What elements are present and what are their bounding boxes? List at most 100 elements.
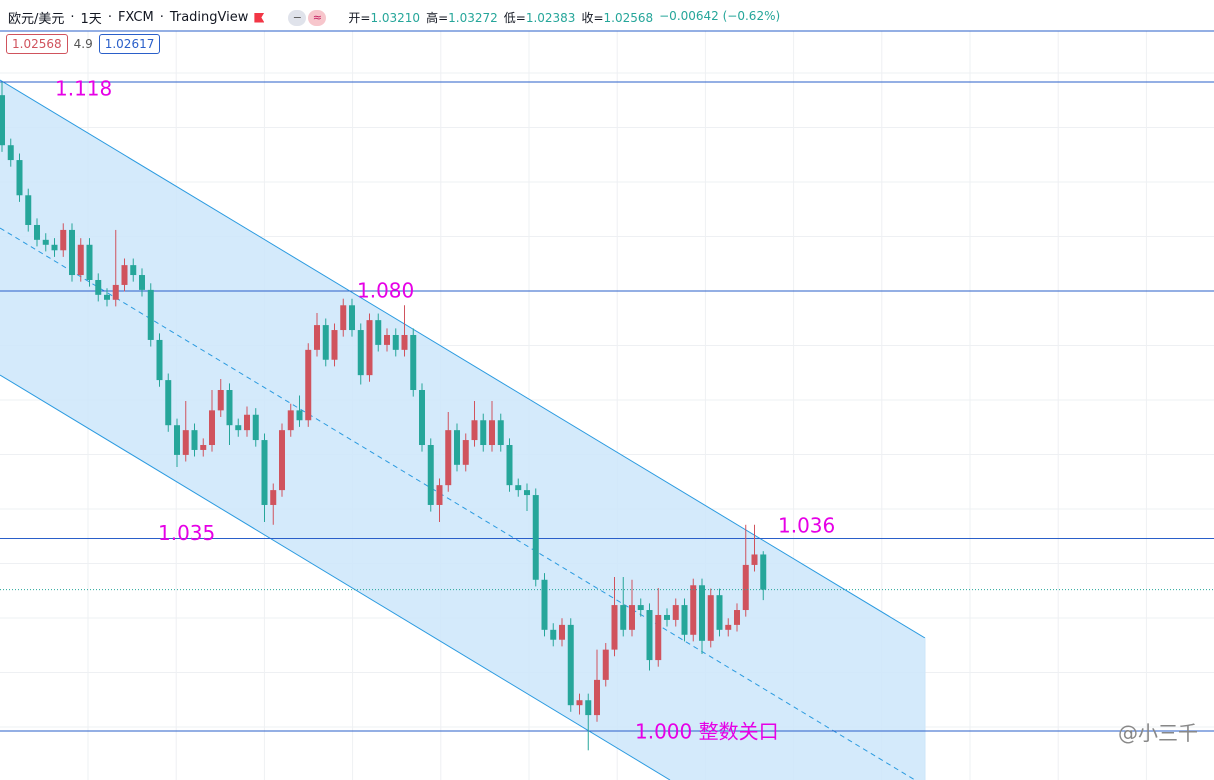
candle-body xyxy=(16,160,23,196)
ohlc-value: 1.02568 xyxy=(603,11,654,25)
candle-body xyxy=(69,229,75,276)
ohlc-key: 高= xyxy=(426,11,449,25)
candle-body xyxy=(751,554,758,565)
candle-body xyxy=(165,380,172,426)
candle-body xyxy=(226,390,233,426)
channel-fill xyxy=(0,80,925,780)
candle-body xyxy=(104,294,110,300)
candle-body xyxy=(532,495,539,580)
candle-body xyxy=(209,410,215,446)
ohlc: 开=1.03210 高=1.03272 低=1.02383 收=1.02568 … xyxy=(348,9,780,26)
annotation: 1.000 整数关口 xyxy=(635,720,779,744)
candle-body xyxy=(497,420,504,446)
candle-body xyxy=(594,679,600,716)
candle-body xyxy=(672,605,679,620)
channel-mid xyxy=(0,227,916,780)
candle-body xyxy=(191,430,198,450)
candle-body xyxy=(419,390,425,446)
candle-body xyxy=(410,334,417,390)
candle-body xyxy=(559,624,565,640)
ohlc-value: 1.03210 xyxy=(370,11,421,25)
candle-body xyxy=(60,229,67,251)
candle-body xyxy=(567,624,574,706)
candle-body xyxy=(611,605,618,650)
price-boxes: 1.02568 4.9 1.02617 xyxy=(6,34,161,54)
candle-body xyxy=(147,289,154,340)
candle-body xyxy=(524,490,530,496)
candle-body xyxy=(296,410,303,421)
candle-body xyxy=(322,325,329,360)
candle-body xyxy=(462,440,469,465)
interval: 1天 xyxy=(80,12,102,27)
candle-body xyxy=(392,334,399,350)
candle-body xyxy=(95,279,102,295)
candle-body xyxy=(655,614,662,661)
candle-body xyxy=(375,320,382,345)
candle-body xyxy=(86,244,93,280)
candle-body xyxy=(550,629,557,640)
buy-price[interactable]: 1.02617 xyxy=(98,34,161,54)
annotation: 1.036 xyxy=(778,514,835,538)
candle-body xyxy=(252,414,259,441)
candle-body xyxy=(112,284,119,300)
channel-lower xyxy=(0,374,671,780)
ohlc-value: 1.02383 xyxy=(525,11,576,25)
candle-body xyxy=(734,610,740,625)
candle-body xyxy=(541,579,548,630)
candle-body xyxy=(681,605,688,635)
candle-body xyxy=(305,349,312,421)
candle-body xyxy=(629,605,635,630)
candle-body xyxy=(51,244,58,251)
candle-body xyxy=(25,195,32,225)
candle-body xyxy=(480,420,487,446)
candle-body xyxy=(0,95,5,146)
candle-body xyxy=(664,614,670,620)
candle-body xyxy=(340,305,347,331)
candle-body xyxy=(7,145,14,161)
candle-body xyxy=(42,239,49,245)
candle-body xyxy=(270,490,277,505)
platform: TradingView xyxy=(169,10,249,25)
broker: FXCM xyxy=(117,10,154,25)
candle-body xyxy=(515,485,522,491)
candle-body xyxy=(690,585,697,635)
candle-body xyxy=(707,595,714,641)
candle-body xyxy=(576,700,583,706)
candle-body xyxy=(489,420,495,446)
candle-body xyxy=(620,605,627,630)
candle-body xyxy=(261,440,268,505)
candle-body xyxy=(77,244,84,276)
candle-body xyxy=(34,224,40,240)
candle-body xyxy=(130,265,137,276)
candle-body xyxy=(235,425,242,431)
candle-body xyxy=(200,445,207,450)
candle-body xyxy=(699,585,705,641)
candle-body xyxy=(139,275,145,290)
channel-upper xyxy=(0,79,926,639)
candle-body xyxy=(506,445,513,486)
annotation: 1.035 xyxy=(158,521,215,545)
flag-icon[interactable] xyxy=(254,12,265,23)
candle-body xyxy=(401,334,408,350)
candle-body xyxy=(174,425,180,455)
change: −0.00642 (−0.62%) xyxy=(659,9,781,23)
sell-price[interactable]: 1.02568 xyxy=(6,34,68,54)
candle-body xyxy=(384,334,390,345)
symbol: 欧元/美元 xyxy=(8,12,65,27)
candle-body xyxy=(725,624,732,630)
header: 欧元/美元 · 1天 · FXCM · TradingView − ≈ 开=1.0321… xyxy=(8,9,781,27)
candle-body xyxy=(349,305,355,331)
ohlc-key: 开= xyxy=(348,11,371,25)
ohlc-value: 1.03272 xyxy=(448,11,498,25)
candle-body xyxy=(287,410,294,431)
candle-body xyxy=(244,414,250,431)
candle-body xyxy=(121,265,128,285)
candle-body xyxy=(454,430,460,465)
candle-body xyxy=(156,339,163,381)
candle-body xyxy=(602,649,609,680)
candle-body xyxy=(585,700,592,716)
candle-body xyxy=(331,330,338,360)
toggle[interactable]: − ≈ xyxy=(288,9,327,26)
